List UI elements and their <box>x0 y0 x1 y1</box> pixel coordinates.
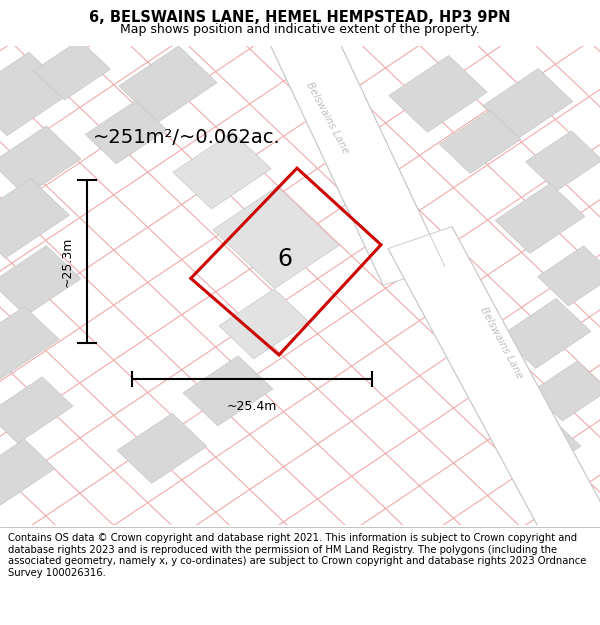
Polygon shape <box>183 356 273 426</box>
Text: Belswains Lane: Belswains Lane <box>478 306 524 381</box>
Polygon shape <box>0 179 70 258</box>
Text: Map shows position and indicative extent of the property.: Map shows position and indicative extent… <box>120 23 480 36</box>
Polygon shape <box>389 56 487 132</box>
Polygon shape <box>538 246 600 306</box>
Text: ~251m²/~0.062ac.: ~251m²/~0.062ac. <box>93 127 281 146</box>
Polygon shape <box>213 187 339 289</box>
Polygon shape <box>173 132 271 209</box>
Polygon shape <box>0 377 73 443</box>
Polygon shape <box>439 110 521 173</box>
Polygon shape <box>85 101 167 164</box>
Text: ~25.3m: ~25.3m <box>61 236 74 287</box>
Polygon shape <box>0 126 81 196</box>
Text: 6: 6 <box>277 247 293 271</box>
Polygon shape <box>499 417 581 480</box>
Polygon shape <box>0 439 55 506</box>
Polygon shape <box>0 246 81 316</box>
Polygon shape <box>495 184 585 253</box>
Polygon shape <box>532 361 600 421</box>
Polygon shape <box>0 306 59 379</box>
Polygon shape <box>0 52 71 136</box>
Text: ~25.4m: ~25.4m <box>227 401 277 414</box>
Polygon shape <box>219 289 309 359</box>
Text: 6, BELSWAINS LANE, HEMEL HEMPSTEAD, HP3 9PN: 6, BELSWAINS LANE, HEMEL HEMPSTEAD, HP3 … <box>89 10 511 25</box>
Polygon shape <box>257 0 445 285</box>
Text: Contains OS data © Crown copyright and database right 2021. This information is : Contains OS data © Crown copyright and d… <box>8 533 586 578</box>
Polygon shape <box>117 413 207 483</box>
Polygon shape <box>119 46 217 122</box>
Polygon shape <box>483 69 573 139</box>
Polygon shape <box>501 298 591 368</box>
Polygon shape <box>388 227 600 560</box>
Polygon shape <box>34 40 110 100</box>
Polygon shape <box>526 131 600 191</box>
Text: Belswains Lane: Belswains Lane <box>304 80 350 156</box>
